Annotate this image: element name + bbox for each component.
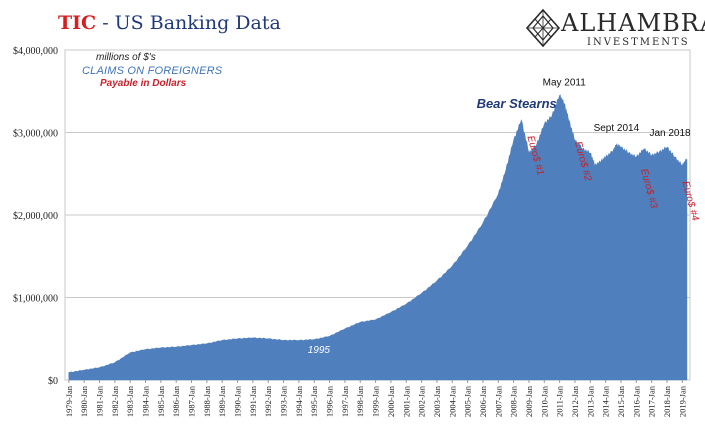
x-tick-label: 2014-Jan <box>601 385 611 417</box>
page-title: TIC - US Banking Data <box>58 12 281 34</box>
x-tick-label: 2009-Jan <box>524 385 534 417</box>
x-tick-label: 1984-Jan <box>141 385 151 417</box>
legend-series: CLAIMS ON FOREIGNERS <box>82 65 223 77</box>
legend-note: Payable in Dollars <box>100 78 187 89</box>
x-tick-label: 2015-Jan <box>616 385 626 417</box>
x-tick-label: 2011-Jan <box>555 385 565 417</box>
x-tick-label: 2018-Jan <box>662 385 672 417</box>
annotation-label: Jan 2018 <box>649 128 691 139</box>
x-tick-label: 1985-Jan <box>156 385 166 417</box>
title-rest: - US Banking Data <box>102 12 281 34</box>
x-tick-label: 2008-Jan <box>509 385 519 417</box>
x-tick-label: 2004-Jan <box>447 385 457 417</box>
x-tick-label: 1983-Jan <box>125 385 135 417</box>
annotation-label: May 2011 <box>543 77 587 88</box>
x-tick-label: 2016-Jan <box>631 385 641 417</box>
x-tick-label: 1992-Jan <box>263 385 273 417</box>
annotation-label: Sept 2014 <box>594 123 640 134</box>
x-tick-label: 1988-Jan <box>202 385 212 417</box>
x-tick-label: 1991-Jan <box>248 385 258 417</box>
title-emphasis: TIC <box>58 12 97 34</box>
x-tick-label: 1994-Jan <box>294 385 304 417</box>
x-tick-label: 2005-Jan <box>463 385 473 417</box>
legend-units: millions of $'s <box>96 52 156 63</box>
x-tick-label: 1990-Jan <box>233 385 243 417</box>
x-tick-label: 1989-Jan <box>217 385 227 417</box>
x-tick-label: 1986-Jan <box>171 385 181 417</box>
x-tick-label: 1997-Jan <box>340 385 350 417</box>
x-tick-label: 2010-Jan <box>539 385 549 417</box>
x-tick-label: 2007-Jan <box>493 385 503 417</box>
annotation-label: 1995 <box>308 345 331 356</box>
x-tick-label: 2002-Jan <box>417 385 427 417</box>
x-tick-label: 1982-Jan <box>110 385 120 417</box>
x-tick-label: 2013-Jan <box>585 385 595 417</box>
x-tick-label: 2003-Jan <box>432 385 442 417</box>
x-tick-label: 2017-Jan <box>647 385 657 417</box>
x-tick-label: 1981-Jan <box>95 385 105 417</box>
y-tick-label: $4,000,000 <box>13 46 58 57</box>
y-tick-label: $1,000,000 <box>13 294 58 305</box>
x-tick-label: 1998-Jan <box>355 385 365 417</box>
x-tick-label: 1995-Jan <box>309 385 319 417</box>
x-tick-label: 2000-Jan <box>386 385 396 417</box>
x-tick-label: 2012-Jan <box>570 385 580 417</box>
annotation-label: Bear Stearns <box>477 96 557 111</box>
x-tick-label: 1979-Jan <box>64 385 74 417</box>
area-series-claims <box>68 94 688 381</box>
brand-logo: ALHAMBRA INVESTMENTS <box>525 8 705 50</box>
x-tick-label: 2019-Jan <box>677 385 687 417</box>
x-tick-label: 1993-Jan <box>279 385 289 417</box>
x-tick-label: 2006-Jan <box>478 385 488 417</box>
logo-name: ALHAMBRA <box>561 9 705 37</box>
x-tick-label: 1987-Jan <box>187 385 197 417</box>
x-tick-label: 2001-Jan <box>401 385 411 417</box>
x-tick-label: 1999-Jan <box>371 385 381 417</box>
logo-subtitle: INVESTMENTS <box>587 37 690 48</box>
y-tick-label: $2,000,000 <box>13 211 58 222</box>
y-tick-label: $0 <box>48 376 58 387</box>
x-tick-label: 1996-Jan <box>325 385 335 417</box>
x-tick-label: 1980-Jan <box>79 385 89 417</box>
diamond-lattice-icon <box>525 8 561 48</box>
y-tick-label: $3,000,000 <box>13 129 58 140</box>
